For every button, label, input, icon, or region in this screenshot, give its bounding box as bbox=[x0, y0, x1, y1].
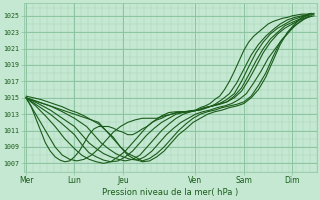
X-axis label: Pression niveau de la mer( hPa ): Pression niveau de la mer( hPa ) bbox=[102, 188, 238, 197]
